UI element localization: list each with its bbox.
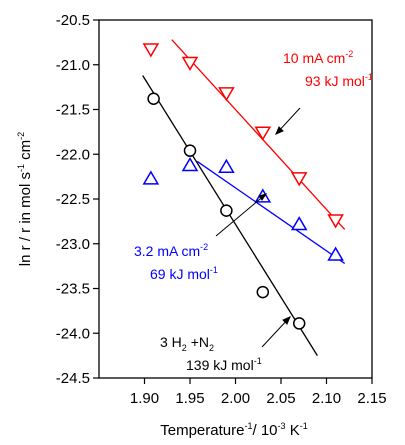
y-axis-title: ln r / r in mol s-1 cm-2 <box>16 132 34 266</box>
data-point-series-2 <box>147 92 160 106</box>
data-point-series-2 <box>220 204 233 217</box>
blue-arrowhead <box>258 193 268 201</box>
data-point-series-0 <box>254 126 272 141</box>
y-tick-label: -23.5 <box>56 281 90 298</box>
blue-arrow <box>215 193 267 237</box>
y-tick-label: -22.5 <box>56 191 90 208</box>
y-tick-label: -20.5 <box>56 12 90 29</box>
fit-line-series-0 <box>171 39 346 230</box>
x-axis-ticks: 1.90 1.95 2.00 2.05 2.10 2.15 <box>130 378 387 407</box>
y-tick-label: -23.0 <box>56 236 90 253</box>
data-point-series-0 <box>218 87 235 102</box>
data-point-series-0 <box>327 214 344 229</box>
data-point-series-1 <box>218 158 235 174</box>
annotation-arrows <box>215 107 301 348</box>
data-point-series-0 <box>290 172 308 187</box>
red-arrowhead <box>275 126 284 135</box>
blue-annotation-line1: 3.2 mA cm-2 <box>134 242 208 259</box>
x-tick-label: 2.00 <box>221 390 250 407</box>
data-point-series-2 <box>256 285 270 299</box>
red-annotation-line2: 93 kJ mol-1 <box>305 72 373 89</box>
x-tick-label: 1.95 <box>175 390 204 407</box>
y-axis-ticks: -20.5 -21.0 -21.5 -22.0 -22.5 -23.0 -23.5 -24.0… <box>56 12 99 387</box>
x-tick-label: 2.10 <box>312 390 341 407</box>
data-point-series-1 <box>327 246 344 261</box>
data-point-series-0 <box>181 56 199 71</box>
data-point-series-0 <box>142 43 160 58</box>
y-tick-label: -21.0 <box>56 57 90 74</box>
data-point-series-2 <box>292 317 306 330</box>
black-arrowhead <box>282 316 291 325</box>
y-tick-label: -21.5 <box>56 102 90 119</box>
black-annotation-line1: 3 H2 +N2 <box>160 334 214 353</box>
x-tick-label: 2.15 <box>357 390 386 407</box>
data-point-series-1 <box>181 157 199 172</box>
blue-annotation-line2: 69 kJ mol-1 <box>150 265 218 282</box>
black-annotation-line2: 139 kJ mol-1 <box>186 356 262 373</box>
data-point-series-1 <box>290 216 308 231</box>
y-tick-label: -24.5 <box>56 370 90 387</box>
data-markers <box>142 43 344 330</box>
x-axis-title: Temperature-1/ 10-3 K-1 <box>160 421 307 439</box>
data-point-series-2 <box>183 144 197 157</box>
data-point-series-1 <box>142 170 160 185</box>
fit-line-series-1 <box>196 160 346 264</box>
x-tick-label: 2.05 <box>266 390 295 407</box>
red-annotation-line1: 10 mA cm-2 <box>283 49 353 66</box>
y-tick-label: -24.0 <box>56 325 90 342</box>
x-tick-label: 1.90 <box>130 390 159 407</box>
y-tick-label: -22.0 <box>56 146 90 163</box>
